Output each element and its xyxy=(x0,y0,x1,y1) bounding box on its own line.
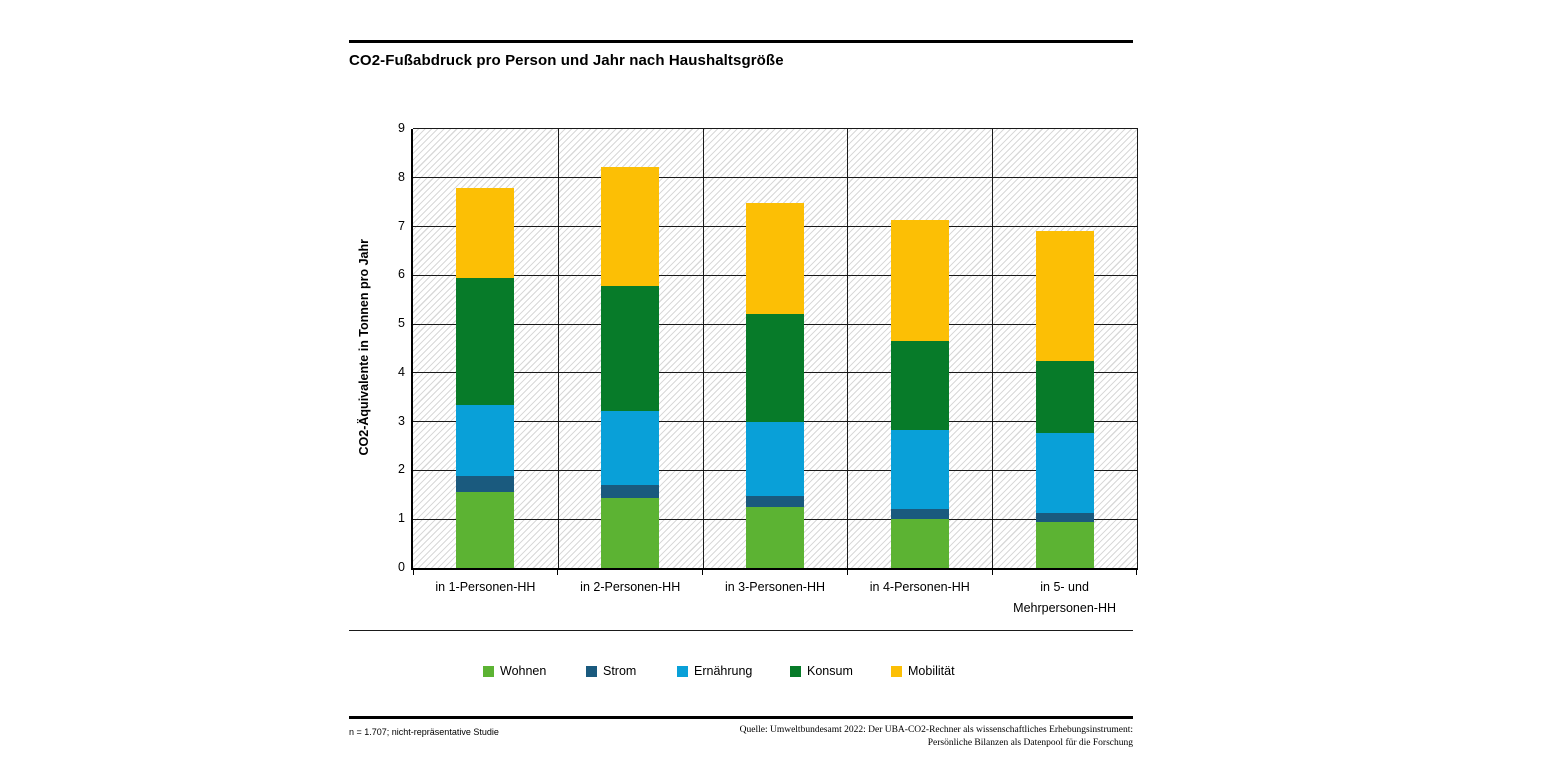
bar-segment-mobilität-4 xyxy=(890,220,949,342)
legend-swatch-mobilität xyxy=(891,665,902,677)
bar-segment-konsum-2 xyxy=(601,286,660,412)
footnote: n = 1.707; nicht-repräsentative Studie xyxy=(349,727,499,737)
legend-swatch-ernährung xyxy=(677,665,688,677)
mid-divider xyxy=(349,630,1133,631)
bar-segment-strom-2 xyxy=(601,485,660,499)
category-separator xyxy=(558,129,559,568)
y-tick-label-4: 4 xyxy=(398,364,405,379)
bar-segment-konsum-3 xyxy=(746,313,804,422)
x-axis-tick xyxy=(991,570,993,575)
legend-label: Ernährung xyxy=(694,664,753,678)
bottom-divider xyxy=(349,716,1133,719)
legend-swatch-wohnen xyxy=(483,665,494,677)
bar-segment-wohnen-2 xyxy=(601,498,660,568)
source-line-1: Quelle: Umweltbundesamt 2022: Der UBA-CO… xyxy=(739,725,1133,735)
legend-label: Wohnen xyxy=(500,664,547,678)
x-category-label-3: in 3-Personen-HH xyxy=(724,580,826,594)
x-axis-tick xyxy=(412,570,414,575)
x-category-label-1: in 1-Personen-HH xyxy=(435,580,536,594)
top-divider xyxy=(349,40,1133,43)
bar-segment-wohnen-3 xyxy=(746,507,804,568)
bar-segment-wohnen-5 xyxy=(1035,521,1094,568)
legend-label: Konsum xyxy=(807,664,853,678)
legend-item-strom: Strom xyxy=(586,663,636,679)
y-tick-label-2: 2 xyxy=(398,462,405,477)
x-axis-tick xyxy=(557,570,559,575)
bar-segment-ernährung-1 xyxy=(456,405,515,477)
bar-segment-konsum-5 xyxy=(1035,360,1094,434)
y-tick-label-9: 9 xyxy=(398,121,405,135)
legend-item-wohnen: Wohnen xyxy=(483,663,546,679)
bar-segment-strom-3 xyxy=(746,496,804,508)
legend-label: Strom xyxy=(603,664,637,678)
bar-segment-ernährung-2 xyxy=(601,411,660,486)
bar-segment-mobilität-1 xyxy=(456,188,515,278)
source-line-2: Persönliche Bilanzen als Datenpool für d… xyxy=(927,737,1133,748)
bar-segment-strom-5 xyxy=(1035,512,1094,522)
legend-swatch-konsum xyxy=(790,665,801,677)
category-separator xyxy=(992,129,993,568)
y-tick-label-5: 5 xyxy=(398,316,405,331)
bar-segment-wohnen-1 xyxy=(456,492,515,568)
legend-item-ernährung: Ernährung xyxy=(677,663,752,679)
gridline-8 xyxy=(413,177,1137,179)
y-tick-label-1: 1 xyxy=(398,511,405,526)
y-tick-label-7: 7 xyxy=(398,218,405,233)
chart-title: CO2-Fußabdruck pro Person und Jahr nach … xyxy=(349,52,784,69)
legend-item-konsum: Konsum xyxy=(790,663,853,679)
bar-segment-ernährung-3 xyxy=(746,421,804,497)
y-tick-label-3: 3 xyxy=(398,413,405,428)
bar-segment-mobilität-5 xyxy=(1035,230,1094,361)
y-tick-label-8: 8 xyxy=(398,169,405,184)
legend-swatch-strom xyxy=(586,665,597,677)
x-category-label-5: in 5- und Mehrpersonen-HH xyxy=(1013,580,1116,615)
bar-segment-ernährung-5 xyxy=(1035,433,1094,513)
y-axis-title: CO2-Äquivalente in Tonnen pro Jahr xyxy=(357,239,371,456)
source-note: Quelle: Umweltbundesamt 2022: Der UBA-CO… xyxy=(633,724,1133,749)
x-axis-tick xyxy=(1135,570,1137,575)
x-category-label-4: in 4-Personen-HH xyxy=(869,580,970,594)
x-category-label-2: in 2-Personen-HH xyxy=(580,580,681,594)
bar-segment-konsum-4 xyxy=(890,341,949,430)
legend-item-mobilität: Mobilität xyxy=(891,663,955,679)
y-tick-label-6: 6 xyxy=(398,267,405,282)
y-tick-label-0: 0 xyxy=(398,560,405,574)
x-axis-line xyxy=(411,568,1138,570)
y-axis-line xyxy=(411,129,413,570)
bar-segment-konsum-1 xyxy=(456,277,515,406)
bar-segment-mobilität-2 xyxy=(601,167,660,287)
category-separator xyxy=(703,129,704,568)
legend: Wohnen Strom Ernährung Konsum Mobilität xyxy=(0,663,1545,681)
plot-area xyxy=(411,128,1138,575)
bar-segment-ernährung-4 xyxy=(890,429,949,509)
x-axis-tick xyxy=(846,570,848,575)
bar-segment-mobilität-3 xyxy=(746,202,804,314)
bar-segment-wohnen-4 xyxy=(890,518,949,568)
legend-label: Mobilität xyxy=(908,664,955,678)
bar-segment-strom-4 xyxy=(890,509,949,519)
category-separator xyxy=(847,129,848,568)
x-axis-tick xyxy=(702,570,704,575)
x-axis-labels: in 1-Personen-HH in 2-Personen-HH in 3-Per… xyxy=(413,577,1137,627)
bar-segment-strom-1 xyxy=(456,476,515,493)
